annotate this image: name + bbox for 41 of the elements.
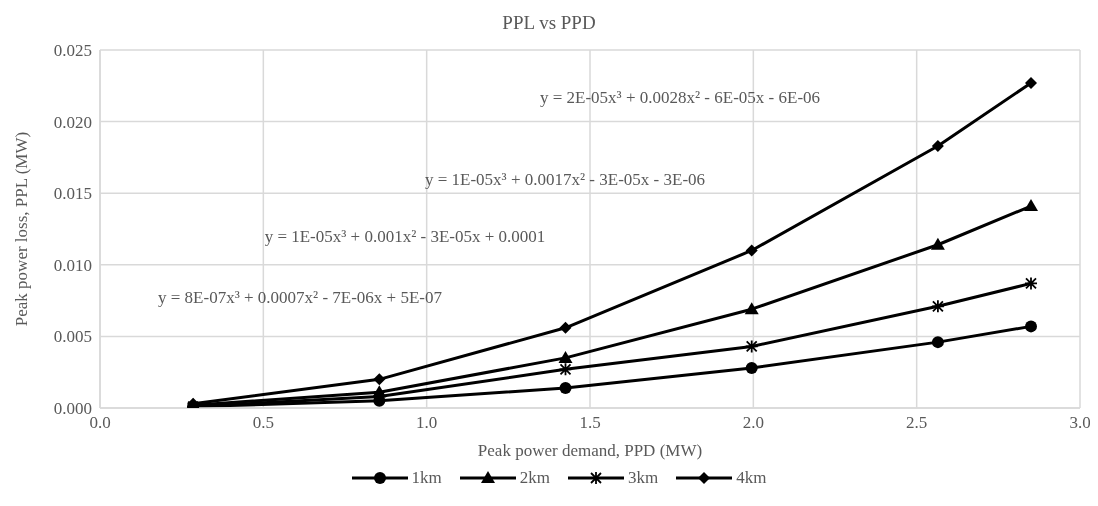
- point: [745, 244, 758, 257]
- annotation: y = 1E-05x³ + 0.0017x² - 3E-05x - 3E-06: [424, 170, 706, 190]
- y-tick-label: 0.010: [53, 255, 92, 275]
- y-tick-label: 0.005: [53, 327, 92, 347]
- annotation: y = 1E-05x³ + 0.001x² - 3E-05x + 0.0001: [264, 227, 546, 247]
- legend-label: 1km: [411, 468, 442, 488]
- x-tick-label: 0.0: [89, 413, 111, 433]
- legend-label: 3km: [628, 468, 659, 488]
- y-tick-label: 0.025: [53, 41, 92, 61]
- x-tick-label: 2.0: [742, 413, 764, 433]
- x-tick-label: 3.0: [1069, 413, 1091, 433]
- point: [931, 299, 945, 314]
- point: [744, 339, 759, 354]
- x-tick-label: 0.5: [252, 413, 274, 433]
- y-tick-label: 0.020: [53, 112, 92, 132]
- point: [559, 381, 572, 394]
- point: [1025, 320, 1037, 333]
- point: [745, 361, 758, 374]
- x-tick-label: 1.5: [579, 413, 601, 433]
- legend-label: 4km: [736, 468, 767, 488]
- point: [1024, 199, 1038, 212]
- x-tick-label: 1.0: [416, 413, 438, 433]
- point: [931, 336, 944, 349]
- point: [930, 237, 945, 250]
- point: [1024, 276, 1038, 291]
- point: [931, 139, 944, 152]
- point: [559, 321, 572, 334]
- x-axis-title: Peak power demand, PPD (MW): [477, 441, 703, 460]
- x-tick-label: 2.5: [906, 413, 928, 433]
- annotation: y = 2E-05x³ + 0.0028x² - 6E-05x - 6E-06: [539, 88, 821, 108]
- point: [373, 373, 386, 386]
- y-tick-label: 0.015: [53, 184, 92, 204]
- y-tick-label: 0.000: [53, 399, 92, 419]
- point: [558, 350, 573, 363]
- annotation: y = 8E-07x³ + 0.0007x² - 7E-06x + 5E-07: [157, 288, 443, 308]
- chart-title: PPL vs PPD: [501, 11, 597, 35]
- point: [1025, 76, 1037, 89]
- y-axis-title: Peak power loss, PPL (MW): [12, 131, 32, 327]
- point: [744, 302, 759, 315]
- point: [558, 362, 573, 377]
- legend-label: 2km: [519, 468, 550, 488]
